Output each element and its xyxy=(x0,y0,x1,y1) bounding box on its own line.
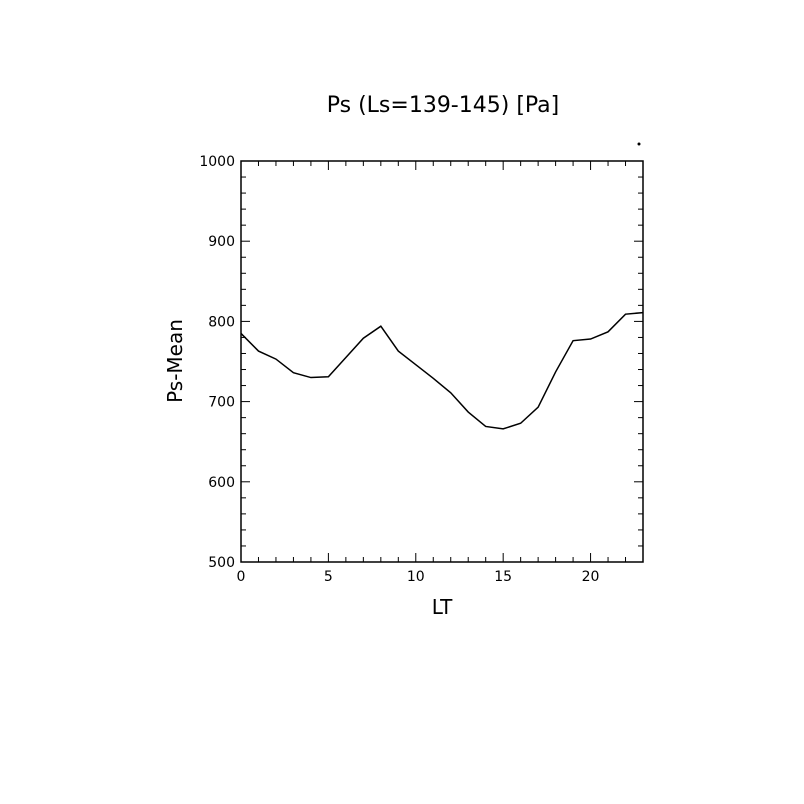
y-axis-label: Ps-Mean xyxy=(163,319,187,403)
plot-frame xyxy=(240,160,644,563)
x-tick-label: 15 xyxy=(494,569,512,585)
chart-title: Ps (Ls=139-145) [Pa] xyxy=(327,93,560,118)
x-tick-label: 5 xyxy=(324,569,333,585)
x-tick-label: 10 xyxy=(407,569,425,585)
data-points xyxy=(241,313,643,429)
x-tick-label: 20 xyxy=(582,569,600,585)
y-tick-label: 700 xyxy=(208,395,235,411)
y-tick-label: 900 xyxy=(208,234,235,250)
corner-dot xyxy=(637,142,641,146)
y-tick-label: 800 xyxy=(208,314,235,330)
y-tick-label: 1000 xyxy=(199,154,235,170)
axis-ticks xyxy=(240,160,644,563)
y-tick-label: 500 xyxy=(208,555,235,571)
y-tick-label: 600 xyxy=(208,475,235,491)
x-axis-label: LT xyxy=(432,595,453,619)
x-tick-label: 0 xyxy=(237,569,246,585)
tick-labels: 0 5 10 15 20 500 600 700 800 900 1000 xyxy=(199,154,599,585)
series-line xyxy=(240,311,644,430)
